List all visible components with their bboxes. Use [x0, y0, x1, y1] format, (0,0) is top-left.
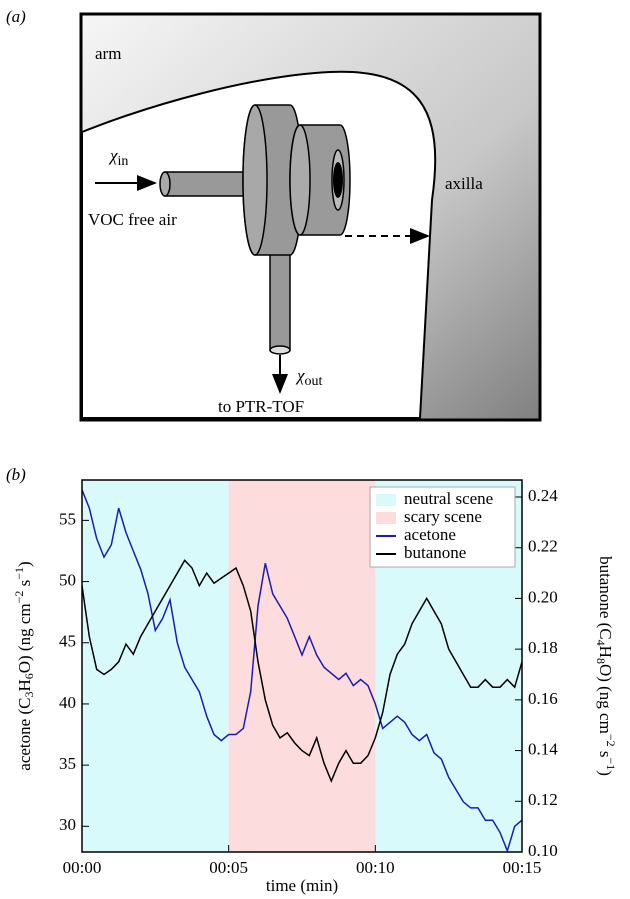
outlet-symbol: χout	[295, 366, 322, 389]
panel-label: (a)	[6, 7, 26, 26]
label-part: −2	[604, 734, 618, 747]
y-tick-label: 55	[59, 509, 76, 528]
label-part: s	[596, 747, 615, 758]
x-tick-label: 00:15	[503, 858, 542, 877]
subscript: in	[117, 154, 128, 169]
y-tick-label: 40	[59, 693, 76, 712]
legend-label: scary scene	[404, 507, 482, 526]
subscript: out	[304, 374, 322, 389]
cup-face	[289, 124, 311, 236]
x-tick-label: 00:00	[63, 858, 102, 877]
y-tick-label: 35	[59, 754, 76, 773]
y-tick-label: 50	[59, 570, 76, 589]
cup-opening	[333, 162, 343, 198]
label-part: H	[15, 679, 34, 691]
axis-label: butanone (C4H8O) (ng cm−2 s−1)	[594, 556, 618, 776]
scene-region	[82, 480, 229, 852]
y2-tick-label: 0.12	[528, 790, 558, 809]
y2-tick-label: 0.16	[528, 689, 558, 708]
chart: (b) time (min) 00:00 00:05 00:10 00:15 30 35 4…	[6, 465, 618, 895]
chamber-face	[242, 104, 268, 256]
arm-label: arm	[95, 44, 121, 63]
y2-tick-label: 0.22	[528, 537, 558, 556]
inlet-end	[159, 171, 171, 197]
y2-tick-label: 0.24	[528, 486, 558, 505]
label-part: )	[596, 770, 615, 776]
outlet-note: to PTR-TOF	[218, 397, 304, 416]
legend-label: neutral scene	[404, 489, 493, 508]
x-tick-label: 00:05	[209, 858, 248, 877]
legend-label: acetone	[404, 525, 456, 544]
plot-frame	[81, 479, 523, 853]
label-part: −1	[604, 757, 618, 770]
axis-label: acetone (C3H6O) (ng cm−2 s−1)	[12, 561, 36, 770]
outlet-tube	[269, 244, 291, 351]
axilla-label: axilla	[445, 174, 483, 193]
label-part: O) (ng cm	[596, 664, 615, 734]
label-part: H	[596, 646, 615, 658]
y2-tick-label: 0.20	[528, 587, 558, 606]
inlet-note: VOC free air	[88, 210, 177, 229]
series-line	[81, 559, 523, 783]
series-line	[81, 489, 523, 854]
y2-tick-label: 0.14	[528, 739, 558, 758]
scene-region	[228, 480, 376, 852]
panel-label: (b)	[6, 465, 26, 484]
legend-swatch	[376, 494, 396, 506]
legend-swatch	[376, 512, 396, 524]
y-tick-label: 45	[59, 632, 76, 651]
legend-label: butanone	[404, 543, 466, 562]
label-part: −2	[12, 591, 26, 604]
diagram: (a) arm axilla χin VOC free air χout to …	[6, 7, 542, 422]
label-part: −1	[12, 567, 26, 580]
label-part: s	[15, 580, 34, 591]
symbol: χ	[108, 146, 118, 165]
label-part: butanone (C	[596, 556, 615, 640]
x-tick-label: 00:10	[356, 858, 395, 877]
label-part: acetone (C	[15, 698, 34, 771]
y2-tick-label: 0.10	[528, 841, 558, 860]
y2-tick-label: 0.18	[528, 638, 558, 657]
label-part: 6	[22, 673, 36, 679]
outlet-end	[269, 345, 291, 355]
label-part: O) (ng cm	[15, 603, 34, 673]
y-tick-label: 30	[59, 815, 76, 834]
label-part: 8	[594, 658, 608, 664]
label-part: 3	[22, 692, 36, 698]
label-part: 4	[594, 640, 608, 646]
label-part: )	[15, 561, 34, 567]
inlet-symbol: χin	[108, 146, 128, 169]
x-axis-label: time (min)	[266, 876, 338, 895]
symbol: χ	[295, 366, 305, 385]
